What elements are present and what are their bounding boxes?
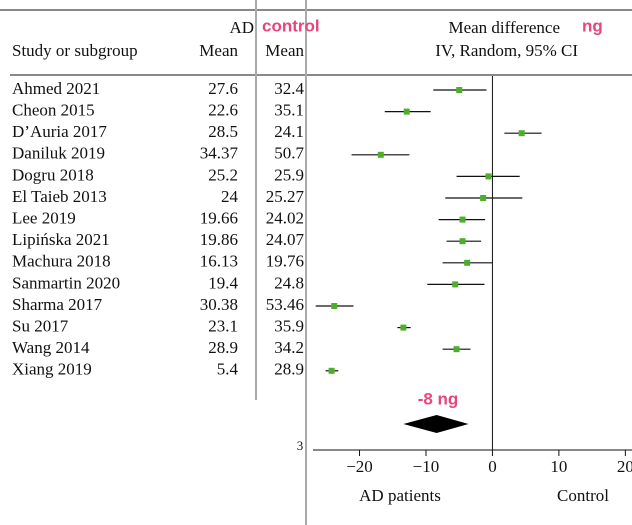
study-name: D’Auria 2017 — [12, 122, 107, 141]
ad-header: AD — [229, 18, 254, 37]
study-name: Cheon 2015 — [12, 101, 95, 120]
estimate-square — [518, 130, 525, 137]
ad-mean: 27.6 — [208, 79, 238, 98]
ad-mean: 24 — [221, 187, 239, 206]
control-mean: 24.07 — [266, 230, 305, 249]
study-name: Sharma 2017 — [12, 295, 103, 314]
study-name: Ahmed 2021 — [12, 79, 100, 98]
x-tick-label: −20 — [346, 457, 373, 476]
control-mean: 35.1 — [274, 101, 304, 120]
method-header: IV, Random, 95% CI — [435, 41, 578, 60]
control-mean: 19.76 — [266, 252, 304, 271]
control-mean: 53.46 — [266, 295, 304, 314]
ad-mean: 19.86 — [200, 230, 238, 249]
x-tick-label: 20 — [617, 457, 632, 476]
estimate-square — [485, 173, 492, 180]
control-mean-header: Mean — [265, 41, 304, 60]
control-mean: 24.8 — [274, 273, 304, 292]
estimate-square — [328, 367, 335, 374]
control-mean: 32.4 — [274, 79, 304, 98]
control-mean: 28.9 — [274, 360, 304, 379]
study-name: Lipińska 2021 — [12, 230, 110, 249]
summary-diamond — [403, 415, 469, 433]
study-name: Su 2017 — [12, 317, 69, 336]
ad-mean: 28.9 — [208, 338, 238, 357]
ad-mean: 19.4 — [208, 273, 238, 292]
control-mean: 25.9 — [274, 165, 304, 184]
control-mean: 35.9 — [274, 317, 304, 336]
estimate-square — [331, 303, 338, 309]
study-name: Machura 2018 — [12, 252, 111, 271]
estimate-square — [452, 281, 459, 288]
axis-note: 3 — [297, 438, 304, 453]
study-name: Dogru 2018 — [12, 165, 94, 184]
control-mean: 24.1 — [274, 122, 304, 141]
ad-mean-header: Mean — [199, 41, 238, 60]
control-mean: 25.27 — [266, 187, 305, 206]
ad-mean: 25.2 — [208, 165, 238, 184]
control-mean: 50.7 — [274, 144, 304, 163]
estimate-square — [459, 238, 466, 245]
estimate-square — [453, 346, 460, 353]
estimate-square — [459, 216, 466, 223]
x-label-left: AD patients — [359, 486, 441, 505]
x-tick-label: −10 — [413, 457, 440, 476]
ad-mean: 30.38 — [200, 295, 238, 314]
estimate-square — [464, 259, 471, 266]
ad-mean: 34.37 — [200, 144, 239, 163]
control-mean: 34.2 — [274, 338, 304, 357]
study-name: Wang 2014 — [12, 338, 90, 357]
study-name: Sanmartin 2020 — [12, 273, 120, 292]
x-tick-label: 10 — [550, 457, 567, 476]
study-name: Xiang 2019 — [12, 360, 92, 379]
ad-mean: 16.13 — [200, 252, 238, 271]
mean-difference-header: Mean difference — [448, 18, 560, 37]
ad-mean: 5.4 — [217, 360, 239, 379]
estimate-square — [377, 151, 384, 158]
summary-label: -8 ng — [418, 389, 459, 408]
x-tick-label: 0 — [488, 457, 497, 476]
estimate-square — [403, 108, 410, 115]
ad-mean: 23.1 — [208, 317, 238, 336]
study-name: Daniluk 2019 — [12, 144, 105, 163]
ad-mean: 22.6 — [208, 101, 238, 120]
estimate-square — [456, 87, 463, 93]
estimate-square — [480, 195, 487, 201]
control-mean: 24.02 — [266, 209, 304, 228]
study-header: Study or subgroup — [12, 41, 138, 60]
study-name: Lee 2019 — [12, 209, 76, 228]
estimate-square — [400, 324, 407, 331]
ad-mean: 19.66 — [200, 209, 238, 228]
unit-header: ng — [582, 16, 603, 35]
x-label-right: Control — [557, 486, 609, 505]
control-header: control — [262, 16, 320, 35]
ad-mean: 28.5 — [208, 122, 238, 141]
study-name: El Taieb 2013 — [12, 187, 107, 206]
